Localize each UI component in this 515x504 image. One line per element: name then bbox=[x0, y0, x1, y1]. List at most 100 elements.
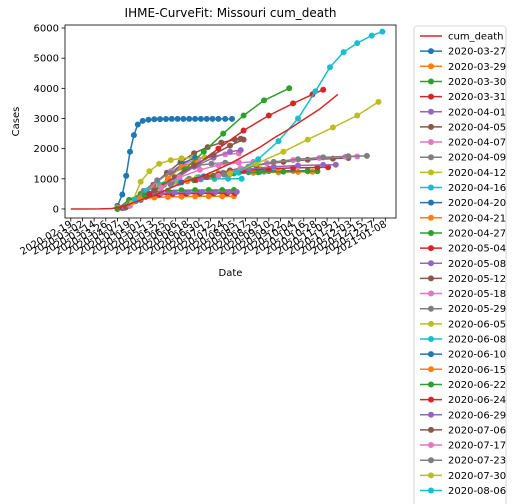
legend-marker bbox=[428, 214, 434, 221]
legend-marker bbox=[428, 381, 434, 388]
legend-marker bbox=[428, 48, 434, 55]
data-point bbox=[295, 115, 301, 122]
legend-marker bbox=[428, 123, 434, 130]
data-point bbox=[180, 115, 187, 122]
legend-label: 2020-06-15 bbox=[448, 365, 506, 376]
series-2020-03-27 bbox=[114, 115, 235, 209]
legend-item: 2020-07-06 bbox=[420, 425, 506, 436]
legend-label: 2020-07-23 bbox=[448, 456, 506, 467]
plot-area: 01000200030004000500060002020-02-192020-… bbox=[18, 24, 397, 258]
data-point bbox=[134, 121, 141, 128]
legend-marker bbox=[428, 245, 434, 252]
legend-marker bbox=[428, 336, 434, 342]
data-point bbox=[210, 151, 217, 158]
data-point bbox=[290, 100, 297, 107]
legend-item: 2020-05-04 bbox=[420, 244, 506, 255]
series-2020-05-12 bbox=[151, 136, 247, 194]
data-point bbox=[280, 168, 287, 175]
legend-item: 2020-04-07 bbox=[420, 138, 506, 149]
y-tick-label: 0 bbox=[53, 204, 59, 215]
data-point bbox=[304, 136, 311, 143]
data-point bbox=[203, 115, 210, 122]
legend-label: 2020-04-12 bbox=[448, 168, 506, 179]
data-point bbox=[329, 124, 336, 131]
legend-item: 2020-04-09 bbox=[420, 153, 506, 164]
legend-item: 2020-04-20 bbox=[420, 198, 506, 209]
legend-marker bbox=[428, 229, 434, 236]
data-point bbox=[164, 193, 171, 200]
data-point bbox=[215, 115, 222, 122]
data-point bbox=[215, 172, 222, 179]
data-point bbox=[368, 32, 375, 39]
data-point bbox=[238, 175, 245, 182]
data-point bbox=[156, 160, 163, 167]
legend-label: 2020-05-18 bbox=[448, 289, 506, 300]
data-point bbox=[286, 85, 293, 92]
data-point bbox=[205, 193, 212, 200]
legend-item: 2020-04-05 bbox=[420, 122, 506, 133]
data-point bbox=[176, 174, 183, 181]
observed-line bbox=[70, 93, 339, 210]
legend-marker bbox=[428, 260, 434, 267]
data-point bbox=[354, 112, 361, 119]
chart-title: IHME-CurveFit: Missouri cum_death bbox=[125, 6, 337, 20]
y-tick-label: 1000 bbox=[34, 174, 59, 185]
data-point bbox=[171, 189, 178, 196]
series-2020-08-06 bbox=[233, 28, 386, 176]
data-point bbox=[178, 193, 185, 200]
data-point bbox=[192, 193, 199, 200]
legend-marker bbox=[428, 366, 434, 373]
data-point bbox=[123, 172, 130, 179]
data-point bbox=[192, 115, 199, 122]
data-point bbox=[158, 184, 165, 191]
data-point bbox=[227, 170, 233, 177]
legend-marker bbox=[428, 108, 434, 115]
data-point bbox=[255, 156, 262, 163]
legend-label: 2020-03-31 bbox=[448, 92, 506, 103]
legend-item: 2020-06-29 bbox=[420, 410, 506, 421]
data-point bbox=[312, 88, 319, 95]
data-point bbox=[233, 169, 240, 176]
legend-item: 2020-07-30 bbox=[420, 471, 506, 482]
data-point bbox=[191, 150, 198, 157]
y-tick-label: 4000 bbox=[34, 84, 59, 95]
data-point bbox=[163, 116, 169, 122]
data-point bbox=[265, 112, 272, 119]
legend-item: cum_death bbox=[420, 32, 503, 43]
legend-label: 2020-05-04 bbox=[448, 244, 506, 255]
data-point bbox=[295, 156, 301, 163]
legend-marker bbox=[428, 275, 434, 282]
data-point bbox=[275, 138, 282, 145]
data-point bbox=[191, 162, 198, 169]
legend-label: 2020-06-10 bbox=[448, 350, 506, 361]
data-point bbox=[167, 181, 174, 188]
legend-label: 2020-04-16 bbox=[448, 183, 506, 194]
data-point bbox=[174, 115, 181, 122]
data-point bbox=[345, 153, 352, 160]
series-line bbox=[236, 30, 383, 173]
data-point bbox=[325, 164, 332, 171]
data-point bbox=[363, 152, 370, 159]
legend-marker bbox=[428, 78, 434, 85]
data-point bbox=[141, 192, 148, 199]
data-point bbox=[196, 166, 203, 173]
data-point bbox=[295, 162, 301, 169]
legend-label: 2020-04-05 bbox=[448, 122, 506, 133]
data-point bbox=[197, 115, 204, 122]
data-point bbox=[219, 193, 226, 200]
data-point bbox=[168, 115, 175, 122]
data-point bbox=[280, 148, 287, 155]
data-point bbox=[320, 86, 327, 93]
legend-item: 2020-06-24 bbox=[420, 395, 506, 406]
legend-label: 2020-06-05 bbox=[448, 319, 506, 330]
legend-item: 2020-03-27 bbox=[420, 47, 506, 58]
legend-marker bbox=[428, 63, 434, 70]
data-point bbox=[198, 189, 205, 196]
legend-marker bbox=[428, 169, 434, 176]
legend-item: 2020-04-27 bbox=[420, 228, 506, 239]
data-point bbox=[154, 177, 161, 184]
legend-item: 2020-06-15 bbox=[420, 365, 506, 376]
legend-label: 2020-04-20 bbox=[448, 198, 506, 209]
legend-label: 2020-05-08 bbox=[448, 259, 506, 270]
